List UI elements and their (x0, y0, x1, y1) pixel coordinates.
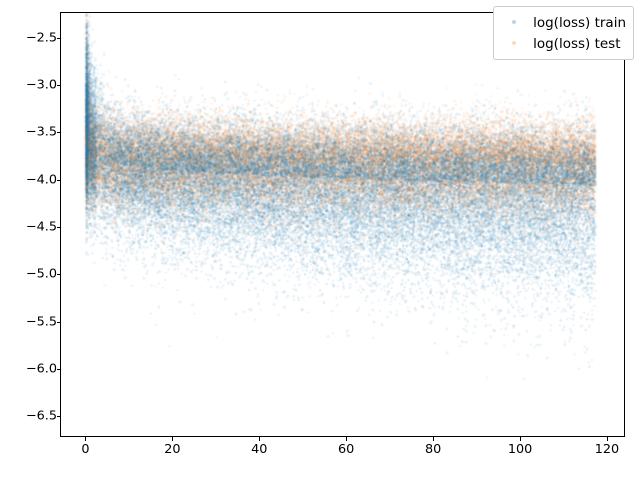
x-tick-mark (346, 437, 348, 441)
y-tick-label: −5.5 (25, 314, 57, 330)
y-tick-mark (56, 132, 60, 134)
y-tick-label: −3.5 (25, 124, 57, 140)
legend-marker-train-icon (501, 18, 527, 27)
x-tick-mark (172, 437, 174, 441)
legend[interactable]: log(loss) train log(loss) test (493, 6, 634, 60)
y-tick-mark (56, 179, 60, 181)
y-tick-mark (56, 321, 60, 323)
y-tick-mark (56, 37, 60, 39)
x-tick-label: 20 (164, 442, 181, 457)
x-tick-label: 60 (338, 442, 355, 457)
plot-axes (60, 12, 625, 437)
y-tick-label: −2.5 (25, 30, 57, 46)
scatter-plot-area (61, 13, 624, 436)
x-tick-mark (259, 437, 261, 441)
y-tick-label: −4.5 (25, 219, 57, 235)
y-tick-label: −6.0 (25, 361, 57, 377)
y-tick-mark (56, 416, 60, 418)
x-tick-mark (606, 437, 608, 441)
x-tick-label: 120 (594, 442, 620, 457)
y-tick-mark (56, 368, 60, 370)
x-tick-label: 80 (424, 442, 442, 457)
y-tick-label: −3.0 (25, 77, 57, 93)
y-tick-mark (56, 226, 60, 228)
legend-label-train: log(loss) train (533, 14, 626, 31)
x-tick-mark (85, 437, 87, 441)
legend-marker-test-icon (501, 39, 527, 48)
x-tick-label: 40 (251, 442, 268, 457)
x-tick-mark (520, 437, 522, 441)
x-tick-mark (433, 437, 435, 441)
y-tick-label: −5.0 (25, 266, 57, 282)
legend-entry-test: log(loss) test (501, 33, 626, 54)
y-tick-mark (56, 274, 60, 276)
y-tick-label: −6.5 (25, 408, 57, 424)
x-tick-label: 100 (507, 442, 533, 457)
legend-entry-train: log(loss) train (501, 12, 626, 33)
legend-label-test: log(loss) test (533, 35, 621, 52)
y-tick-mark (56, 84, 60, 86)
x-tick-label: 0 (81, 442, 90, 457)
y-tick-label: −4.0 (25, 172, 57, 188)
